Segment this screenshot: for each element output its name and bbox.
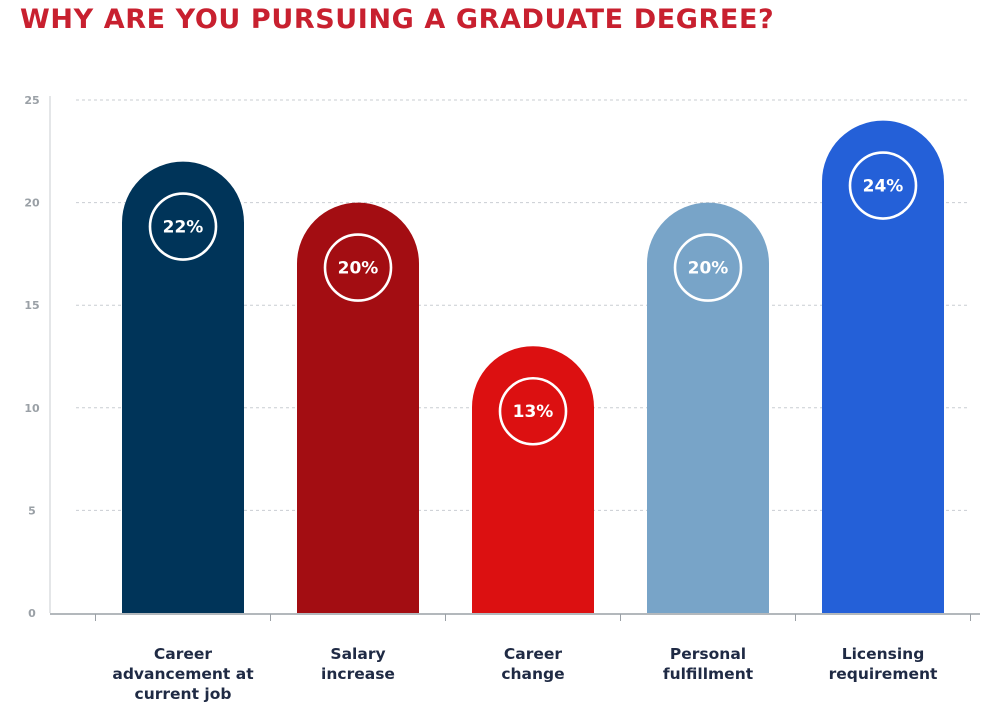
y-tick-label: 0 [28, 607, 36, 620]
y-axis-ticks: 0 5 10 15 20 25 [24, 94, 40, 620]
category-label: increase [321, 665, 395, 683]
value-ring [848, 151, 918, 220]
y-tick-label: 25 [24, 94, 39, 107]
category-label: Career [154, 645, 213, 663]
category-label: requirement [829, 665, 938, 683]
bar [822, 120, 944, 613]
category-label: Career [504, 645, 563, 663]
data-label: 20% [688, 259, 729, 279]
bar [122, 161, 244, 613]
value-ring [498, 376, 568, 446]
data-label: 20% [338, 259, 379, 279]
y-tick-label: 10 [24, 402, 40, 415]
bar [647, 202, 769, 613]
category-label: fulfillment [663, 665, 754, 683]
bar [472, 346, 594, 613]
data-label: 22% [163, 218, 204, 238]
y-tick-label: 15 [24, 299, 39, 312]
value-ring [673, 233, 743, 302]
value-ring [323, 233, 393, 302]
category-label: change [501, 665, 564, 683]
bar [297, 202, 419, 613]
category-label: Personal [670, 645, 746, 663]
data-label: 24% [863, 177, 904, 197]
data-label: 13% [513, 402, 554, 422]
category-labels: Career advancement at current job Salary inc… [112, 645, 938, 703]
category-label: Salary [330, 645, 385, 663]
bars: 22% 20% 13% 20% 24% [122, 120, 944, 613]
y-tick-label: 20 [24, 197, 40, 210]
category-label: Licensing [842, 645, 925, 663]
x-axis [49, 96, 980, 621]
y-tick-label: 5 [28, 504, 36, 517]
value-ring [148, 192, 218, 261]
category-label: current job [135, 685, 232, 703]
chart-title: WHY ARE YOU PURSUING A GRADUATE DEGREE? [20, 4, 775, 35]
category-label: advancement at [112, 665, 254, 683]
